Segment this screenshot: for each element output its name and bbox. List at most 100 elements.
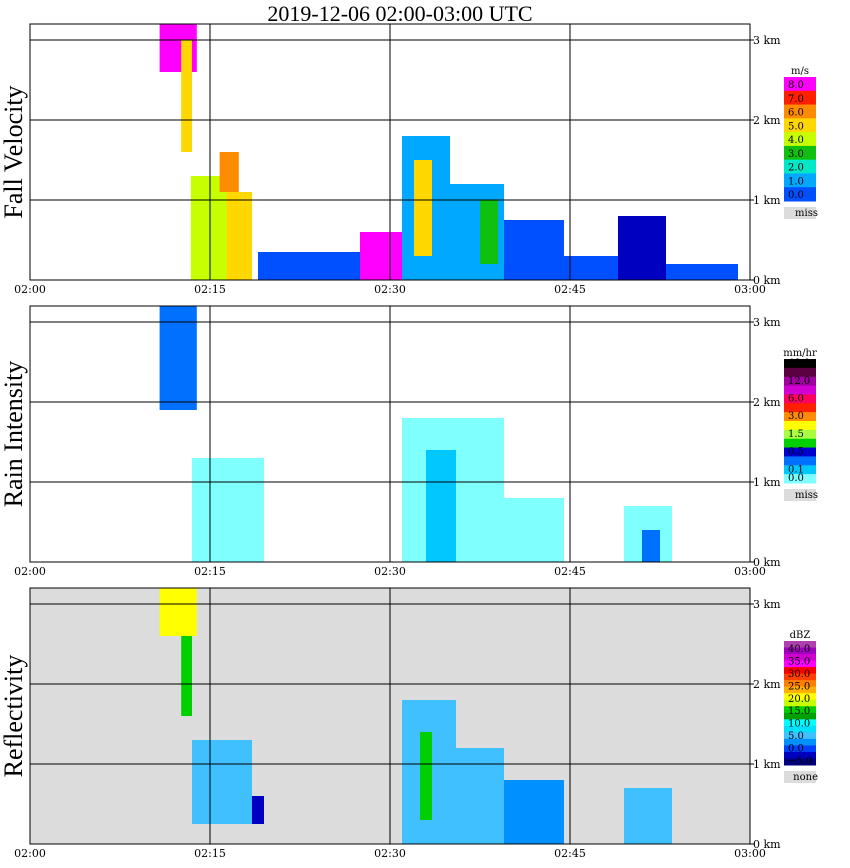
data-cell	[426, 450, 456, 562]
legend-label: 1.5	[788, 429, 804, 440]
x-tick-label: 03:00	[734, 847, 766, 860]
legend-swatch	[784, 641, 816, 649]
data-cell	[618, 216, 666, 280]
y-axis-label: Reflectivity	[0, 655, 28, 778]
legend-swatch	[784, 738, 816, 746]
legend-label: 15.0	[788, 706, 810, 717]
y-axis-label: Fall Velocity	[0, 85, 28, 218]
legend-label: 40.0	[788, 644, 810, 655]
data-cell	[414, 160, 432, 256]
legend-label: 35.0	[788, 657, 810, 668]
y-tick-label: 3 km	[753, 598, 781, 611]
legend-label: 4.0	[788, 135, 804, 146]
y-tick-label: 1 km	[753, 476, 781, 489]
y-tick-label: 0 km	[753, 556, 781, 569]
x-tick-label: 02:45	[554, 565, 586, 578]
legend-swatch	[784, 647, 816, 655]
data-cell	[181, 40, 192, 152]
data-cell	[504, 780, 564, 844]
legend-swatch	[784, 421, 816, 431]
legend-label: 2.0	[788, 163, 804, 174]
legend-swatch	[784, 145, 816, 161]
data-cell	[564, 256, 618, 280]
y-tick-label: 1 km	[753, 194, 781, 207]
legend-swatch	[784, 159, 816, 174]
panel-frame	[29, 587, 751, 845]
y-axis-label: Rain Intensity	[0, 361, 28, 508]
y-tick-label: 3 km	[753, 316, 781, 329]
legend-missing-swatch	[784, 489, 816, 501]
legend-swatch	[784, 673, 816, 681]
legend-label: 5.0	[788, 731, 804, 742]
legend-label: 10.0	[788, 719, 810, 730]
data-cell	[36, 824, 390, 844]
legend-label: 0.0	[788, 743, 804, 754]
legend-swatch	[784, 686, 816, 694]
legend-swatch	[784, 187, 816, 202]
y-tick-label: 2 km	[753, 678, 781, 691]
x-tick-label: 02:15	[194, 847, 226, 860]
legend-label: 48.0	[788, 358, 810, 369]
legend-swatch	[784, 173, 816, 188]
data-cell	[192, 458, 264, 562]
legend-swatch	[784, 745, 816, 753]
legend-swatch	[784, 394, 816, 404]
legend-swatch	[784, 132, 816, 147]
data-cell	[666, 264, 738, 280]
chart-title: 2019-12-06 02:00-03:00 UTC	[267, 1, 533, 26]
data-cell	[159, 588, 197, 636]
panel-frame	[29, 305, 751, 563]
x-tick-label: 02:00	[14, 565, 46, 578]
x-tick-label: 02:30	[374, 283, 406, 296]
x-tick-label: 02:15	[194, 283, 226, 296]
legend-swatch	[784, 447, 816, 457]
x-tick-label: 02:30	[374, 847, 406, 860]
data-cell	[480, 200, 498, 264]
legend-swatch	[784, 712, 816, 720]
legend-swatch	[784, 699, 816, 707]
legend-swatch	[784, 429, 816, 440]
data-cell	[642, 530, 660, 562]
legend-missing-label: miss	[795, 490, 818, 501]
legend-label: 3.0	[788, 411, 804, 422]
y-tick-label: 2 km	[753, 396, 781, 409]
data-cell	[504, 220, 564, 280]
data-cell	[226, 192, 252, 280]
x-tick-label: 02:45	[554, 283, 586, 296]
legend-label: 0.5	[788, 447, 804, 458]
legend-missing-swatch	[784, 207, 816, 219]
legend-swatch	[784, 385, 816, 395]
x-tick-label: 02:30	[374, 565, 406, 578]
legend-swatch	[784, 90, 816, 106]
legend-label: 20.0	[788, 694, 810, 705]
legend-unit: m/s	[791, 66, 809, 77]
y-tick-label: 0 km	[753, 274, 781, 287]
legend-swatch	[784, 660, 816, 668]
legend-label: 3.0	[788, 149, 804, 160]
legend-missing-label: miss	[795, 208, 818, 219]
legend-swatch	[784, 367, 816, 378]
legend-swatch	[784, 376, 816, 387]
legend-label: 12.0	[788, 376, 810, 387]
panel-frame	[29, 23, 751, 281]
legend-swatch	[784, 706, 816, 714]
legend-swatch	[784, 77, 816, 92]
legend-label: 0.0	[788, 190, 804, 201]
y-tick-label: 1 km	[753, 758, 781, 771]
legend-label: 6.0	[788, 394, 804, 405]
data-cell	[456, 748, 504, 844]
legend-label: −5.0	[788, 756, 812, 767]
legend-swatch	[784, 751, 816, 759]
legend-label: 0.0	[788, 473, 804, 484]
legend-swatch	[784, 758, 816, 766]
legend-label: 7.0	[788, 94, 804, 105]
x-tick-label: 03:00	[734, 283, 766, 296]
legend-swatch	[784, 465, 816, 475]
data-cell	[159, 306, 197, 410]
legend-swatch	[784, 412, 816, 422]
data-cell	[504, 498, 564, 562]
legend-swatch	[784, 693, 816, 701]
legend-swatch	[784, 359, 816, 369]
legend-swatch	[784, 456, 816, 466]
